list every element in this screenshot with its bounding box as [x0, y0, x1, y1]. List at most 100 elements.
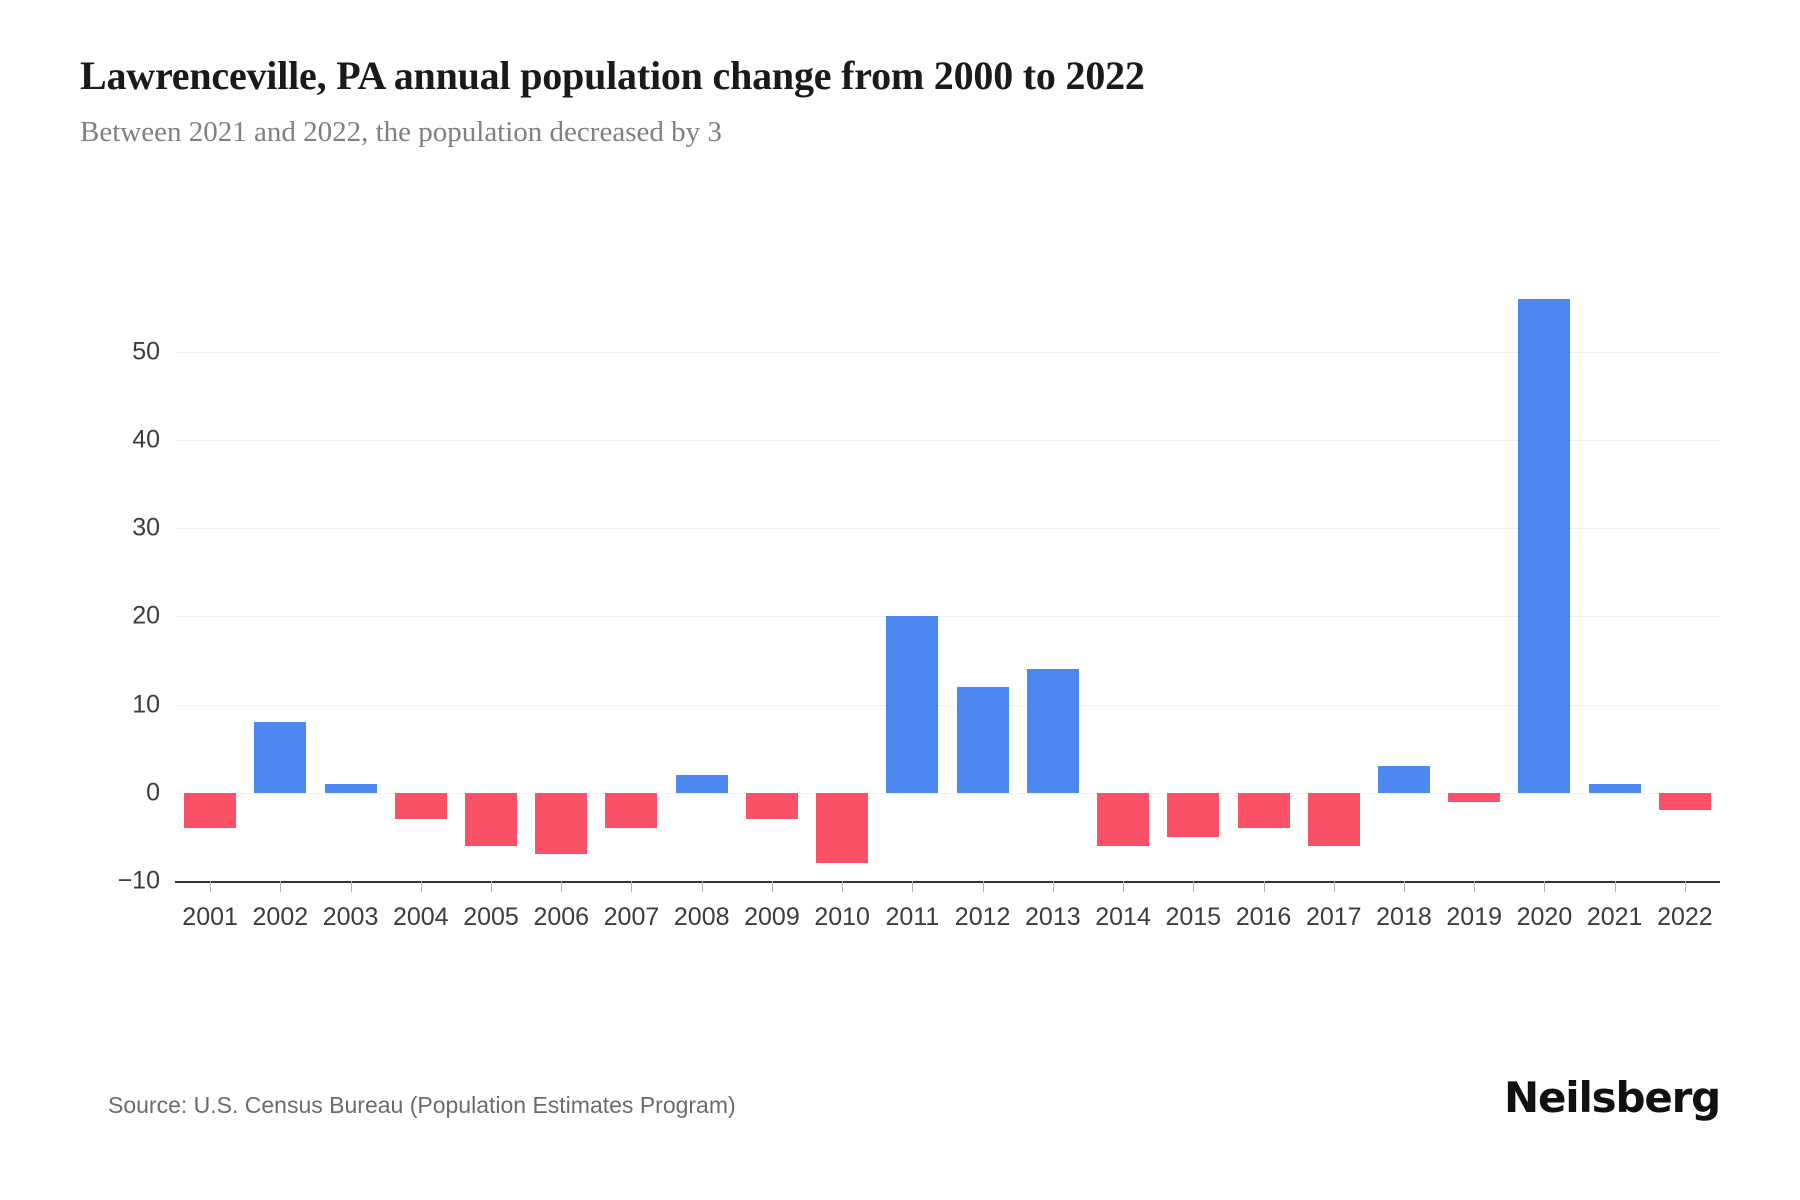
x-axis-tick-label: 2016	[1235, 902, 1292, 931]
bar-2012[interactable]	[956, 686, 1009, 793]
bar-2021[interactable]	[1588, 783, 1641, 793]
gridline	[175, 439, 1720, 441]
x-axis-tick-label: 2014	[1095, 902, 1151, 931]
bar-2002[interactable]	[254, 722, 307, 793]
y-axis-tick-label: 20	[132, 601, 160, 630]
bar-2022[interactable]	[1658, 792, 1711, 811]
bar-slot	[526, 290, 596, 903]
bar-2010[interactable]	[816, 792, 869, 864]
x-axis-tick	[350, 880, 352, 892]
x-axis-tick	[842, 880, 844, 892]
x-axis-tick-label: 2015	[1165, 902, 1222, 931]
bar-2019[interactable]	[1448, 792, 1501, 802]
bar-slot	[1088, 290, 1158, 903]
bar-slot	[1509, 290, 1579, 903]
x-axis-tick-label: 2018	[1376, 902, 1432, 931]
x-axis-tick-label: 2013	[1025, 902, 1081, 931]
x-axis-tick	[701, 880, 703, 892]
y-axis-tick-label: 10	[132, 690, 160, 719]
x-axis-tick-label: 2017	[1305, 902, 1362, 931]
x-axis-tick-label: 2001	[182, 902, 238, 931]
bar-slot	[737, 290, 807, 903]
gridline	[175, 792, 1720, 794]
bar-2015[interactable]	[1167, 792, 1220, 837]
x-axis-tick-label: 2010	[814, 902, 870, 931]
bar-2005[interactable]	[465, 792, 518, 846]
chart-header: Lawrenceville, PA annual population chan…	[80, 52, 1720, 150]
bar-slot	[386, 290, 456, 903]
x-axis-tick	[1474, 880, 1476, 892]
bar-slot	[1650, 290, 1720, 903]
x-axis-tick	[1123, 880, 1125, 892]
bar-2013[interactable]	[1026, 669, 1079, 793]
bar-2017[interactable]	[1307, 792, 1360, 846]
gridline	[175, 616, 1720, 618]
bar-2001[interactable]	[184, 792, 237, 828]
x-axis-tick	[1614, 880, 1616, 892]
chart-subtitle: Between 2021 and 2022, the population de…	[80, 116, 722, 148]
x-axis-tick	[982, 880, 984, 892]
bar-2020[interactable]	[1518, 298, 1571, 793]
x-axis-tick-label: 2007	[603, 902, 660, 931]
x-axis-tick-label: 2012	[954, 902, 1011, 931]
x-axis-tick-label: 2020	[1516, 902, 1573, 931]
x-axis-tick-label: 2021	[1586, 902, 1643, 931]
brand-logo: Neilsberg	[1504, 1073, 1721, 1122]
y-axis-tick-label: 50	[132, 337, 160, 366]
x-axis-tick	[491, 880, 493, 892]
x-axis-tick	[631, 880, 633, 892]
bar-slot	[456, 290, 526, 903]
page-title: Lawrenceville, PA annual population chan…	[80, 53, 1145, 98]
bar-2011[interactable]	[886, 616, 939, 793]
bar-slot	[877, 290, 947, 903]
bar-2018[interactable]	[1377, 766, 1430, 793]
x-axis-tick	[1544, 880, 1546, 892]
bar-slot	[596, 290, 666, 903]
bar-slot	[807, 290, 877, 903]
y-axis-tick-label: 30	[132, 513, 160, 542]
x-axis-line	[175, 880, 1720, 883]
x-axis-tick-label: 2004	[392, 902, 449, 931]
x-axis-tick-label: 2005	[463, 902, 519, 931]
bar-2003[interactable]	[324, 783, 377, 793]
x-axis-tick-label: 2006	[533, 902, 590, 931]
bar-2006[interactable]	[535, 792, 588, 855]
x-axis-tick-label: 2022	[1657, 902, 1713, 931]
x-axis-tick	[912, 880, 914, 892]
x-axis-tick	[420, 880, 422, 892]
y-axis-tick-label: 40	[132, 425, 160, 454]
x-axis-tick-label: 2003	[322, 902, 379, 931]
bar-slot	[948, 290, 1018, 903]
y-axis-tick-label: −10	[117, 866, 160, 895]
bar-2014[interactable]	[1097, 792, 1150, 846]
y-axis-tick-label: 0	[146, 778, 160, 807]
bar-slot	[1018, 290, 1088, 903]
gridline	[175, 704, 1720, 706]
bar-2008[interactable]	[675, 775, 728, 793]
x-axis-tick-label: 2019	[1446, 902, 1503, 931]
bar-slot	[1369, 290, 1439, 903]
x-axis-tick	[1403, 880, 1405, 892]
x-axis-tick-label: 2011	[885, 902, 940, 931]
x-axis-tick	[210, 880, 212, 892]
x-axis-tick	[561, 880, 563, 892]
x-axis-tick	[1684, 880, 1686, 892]
gridline	[175, 528, 1720, 530]
bar-slot	[1228, 290, 1298, 903]
source-note: Source: U.S. Census Bureau (Population E…	[108, 1092, 736, 1118]
bar-slot	[1439, 290, 1509, 903]
bar-2004[interactable]	[394, 792, 447, 820]
gridline	[175, 351, 1720, 353]
bar-slot	[315, 290, 385, 903]
x-axis-tick-label: 2009	[744, 902, 800, 931]
x-axis-tick	[1193, 880, 1195, 892]
bar-slot	[1158, 290, 1228, 903]
bar-2009[interactable]	[745, 792, 798, 820]
x-axis-tick-label: 2002	[252, 902, 309, 931]
bar-slot	[1299, 290, 1369, 903]
bar-2007[interactable]	[605, 792, 658, 828]
bar-2016[interactable]	[1237, 792, 1290, 828]
x-axis-tick	[771, 880, 773, 892]
